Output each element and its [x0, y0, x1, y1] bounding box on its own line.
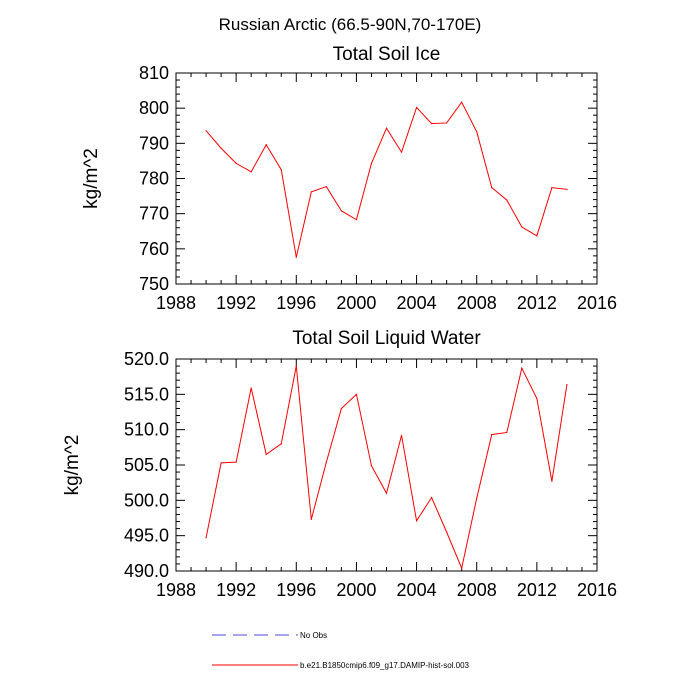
y-tick-label: 495.0: [124, 526, 169, 546]
data-point: [265, 144, 267, 146]
data-point: [310, 191, 312, 193]
data-point: [400, 151, 403, 153]
y-tick-label: 515.0: [124, 384, 169, 404]
plot-frame: [175, 358, 598, 572]
data-point: [521, 367, 523, 369]
data-point: [325, 461, 327, 463]
data-point: [370, 465, 373, 467]
x-tick-label: 2016: [577, 293, 617, 313]
data-point: [205, 130, 207, 132]
data-point: [491, 187, 493, 189]
data-point: [220, 147, 222, 149]
y-tick-label: 500.0: [124, 490, 169, 510]
legend-label-no-obs: No Obs: [300, 631, 327, 640]
plot-frame: [175, 72, 598, 285]
x-tick-label: 1988: [156, 293, 196, 313]
data-point: [536, 235, 538, 237]
x-tick-label: 2008: [457, 580, 497, 600]
data-point: [340, 407, 342, 410]
main-title: Russian Arctic (66.5-90N,70-170E): [219, 15, 482, 34]
y-tick-label: 520.0: [124, 349, 169, 369]
data-point: [521, 226, 523, 228]
y-tick-label: 800: [139, 98, 169, 118]
y-tick-label: 490.0: [124, 561, 169, 581]
y-tick-label: 510.0: [124, 420, 169, 440]
data-point: [446, 122, 448, 124]
y-tick-label: 790: [139, 133, 169, 153]
data-point: [536, 397, 538, 400]
data-point: [476, 131, 478, 133]
data-point: [205, 537, 207, 539]
data-point: [400, 434, 403, 436]
data-point: [446, 531, 448, 533]
y-tick-label: 760: [139, 239, 169, 259]
data-point: [566, 188, 568, 191]
data-point: [506, 431, 508, 434]
data-point: [355, 219, 358, 221]
x-tick-label: 1988: [156, 580, 196, 600]
data-point: [280, 443, 282, 445]
y-tick-label: 770: [139, 204, 169, 224]
data-point: [370, 162, 373, 164]
data-point: [265, 453, 267, 455]
data-point: [325, 185, 327, 188]
data-point: [476, 497, 478, 499]
x-tick-label: 2004: [397, 580, 437, 600]
y-axis-label: kg/m^2: [62, 435, 83, 496]
panel-total-soil-liquid-water: Total Soil Liquid Water kg/m^2 1988 1992 199…: [62, 328, 617, 600]
data-point: [250, 387, 252, 389]
data-point: [506, 199, 508, 201]
x-tick-label: 1996: [276, 293, 316, 313]
x-tick-label: 2004: [397, 293, 437, 313]
y-tick-label: 750: [139, 274, 169, 294]
legend: No Obs b.e21.B1850cmip6.f09_g17.DAMIP-hi…: [212, 631, 470, 670]
data-point: [566, 383, 568, 386]
x-tick-label: 1992: [216, 293, 256, 313]
x-tick-label: 2012: [517, 293, 557, 313]
x-tick-label: 2000: [336, 293, 376, 313]
x-tick-label: 1996: [276, 580, 316, 600]
series-line: [205, 365, 568, 570]
data-point: [385, 492, 388, 494]
data-point: [340, 210, 342, 212]
panel-title: Total Soil Ice: [333, 44, 441, 65]
data-point: [415, 520, 418, 522]
data-point: [461, 101, 463, 103]
data-point: [551, 187, 553, 189]
y-tick-label: 505.0: [124, 455, 169, 475]
y-axis-label: kg/m^2: [81, 148, 102, 209]
data-point: [355, 393, 358, 395]
data-point: [235, 162, 237, 164]
data-point: [250, 171, 252, 173]
data-point: [431, 123, 433, 125]
data-point: [415, 106, 418, 109]
legend-label-model: b.e21.B1850cmip6.f09_g17.DAMIP-hist-sol.…: [300, 661, 470, 670]
x-tick-label: 2000: [336, 580, 376, 600]
y-tick-label: 810: [139, 63, 169, 83]
panel-title: Total Soil Liquid Water: [292, 328, 481, 349]
data-point: [235, 461, 237, 463]
y-tick-label: 780: [139, 169, 169, 189]
data-point: [295, 256, 297, 258]
x-tick-label: 1992: [216, 580, 256, 600]
data-point: [220, 462, 222, 464]
panel-total-soil-ice: Total Soil Ice kg/m^2 1988 1992 1996 2000 2004…: [81, 44, 617, 313]
data-point: [491, 434, 493, 436]
series-line: [205, 101, 567, 258]
data-point: [280, 169, 282, 171]
data-point: [431, 496, 433, 499]
data-point: [385, 127, 388, 129]
x-tick-label: 2016: [577, 580, 617, 600]
data-point: [551, 480, 553, 482]
data-point: [295, 365, 297, 367]
data-point: [461, 567, 463, 569]
x-tick-label: 2012: [517, 580, 557, 600]
x-tick-label: 2008: [457, 293, 497, 313]
data-point: [310, 518, 312, 521]
